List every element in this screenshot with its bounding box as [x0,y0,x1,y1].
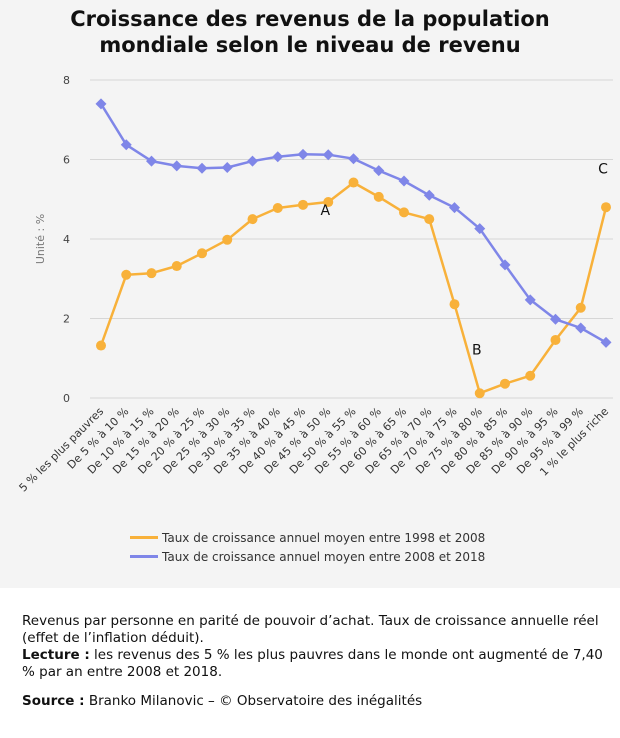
series-0-point [298,199,308,210]
legend-swatch-1998-2008 [130,536,158,539]
series-0-point [550,334,561,345]
legend-item-1998-2008: Taux de croissance annuel moyen entre 19… [130,528,485,547]
notes-source: Source : Branko Milanovic – © Observatoi… [22,693,612,710]
series-0-point [424,214,435,225]
series-0-point [348,177,359,188]
series-0-point [474,388,485,399]
chart-title-line-1: Croissance des revenus de la population [70,7,550,31]
series-1-point [297,148,309,160]
series-0-point [197,248,207,259]
series-line-1 [99,103,607,344]
series-0-point [500,378,510,389]
series-1-point [373,165,385,177]
y-tick-label-0: 0 [63,392,70,405]
legend-item-2008-2018: Taux de croissance annuel moyen entre 20… [130,547,485,566]
series-1-point [221,161,233,173]
series-1-point [322,149,334,161]
y-tick-label-6: 6 [63,154,70,167]
series-0-point [323,197,334,208]
series-0-point [399,207,409,218]
series-1-point [95,98,107,110]
series-1-point [423,189,435,201]
series-0-point [272,202,283,213]
chart-notes: Revenus par personne en parité de pouvoi… [22,613,612,710]
series-1-point [600,336,612,348]
series-0-point [373,191,384,202]
series-0-point [121,269,132,280]
y-axis-label: Unité : % [34,214,47,264]
series-1-point [146,155,157,167]
series-0-point [575,302,586,313]
y-tick-label-2: 2 [63,313,70,326]
lecture-text: les revenus des 5 % les plus pauvres dan… [22,647,603,680]
series-1-point [348,153,359,165]
lecture-label: Lecture : [22,647,90,663]
series-1-point [196,162,208,174]
chart-legend: Taux de croissance annuel moyen entre 19… [130,528,485,566]
notes-description: Revenus par personne en parité de pouvoi… [22,613,599,646]
source-text: Branko Milanovic – © Observatoire des in… [84,693,423,709]
series-0-point [171,261,182,272]
series-1-point [247,155,258,167]
series-0-point [247,214,258,225]
chart-title-line-2: mondiale selon le niveau de revenu [99,33,521,57]
y-tick-label-4: 4 [63,233,70,246]
legend-label-2008-2018: Taux de croissance annuel moyen entre 20… [162,549,486,564]
legend-label-1998-2008: Taux de croissance annuel moyen entre 19… [162,530,486,545]
series-1-point [171,160,183,172]
series-line-0 [99,181,608,395]
series-1-point [120,139,132,151]
series-1-point [499,259,511,271]
series-0-point [449,299,460,310]
series-1-point [474,223,486,235]
series-1-point [524,294,536,306]
series-1-point [398,175,410,187]
chart-card: Croissance des revenus de la population … [0,0,620,588]
y-tick-label-8: 8 [63,74,70,87]
series-1-point [449,202,460,214]
legend-swatch-2008-2018 [130,555,158,558]
series-0-point [525,370,536,381]
series-0-point [222,234,233,245]
notes-lecture: Lecture : les revenus des 5 % les plus p… [22,647,612,681]
series-1-point [575,322,587,334]
series-1-point [272,151,284,163]
source-label: Source : [22,693,85,709]
series-1-point [550,313,561,325]
annotation-a: A [320,203,330,219]
annotation-c: C [598,161,608,177]
chart-title: Croissance des revenus de la population … [0,6,620,58]
annotation-b: B [472,342,482,358]
series-0-point [601,202,611,213]
series-0-point [96,340,106,351]
series-0-point [146,268,157,279]
